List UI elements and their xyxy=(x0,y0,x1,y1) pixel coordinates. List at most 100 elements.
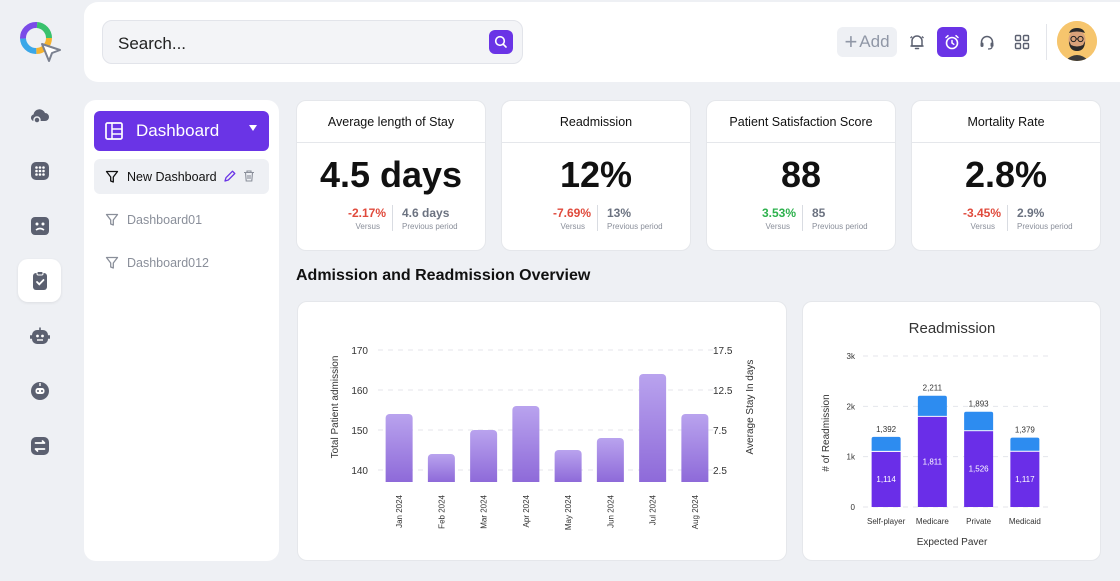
y-tick-label: 140 xyxy=(351,466,368,477)
kpi-previous-label: Previous period xyxy=(1017,222,1073,231)
trash-icon[interactable] xyxy=(242,169,256,183)
kpi-card-satisfaction: Patient Satisfaction Score 88 3.53% Vers… xyxy=(706,100,896,251)
y2-tick-label: 7.5 xyxy=(713,426,727,437)
rail-clipboard[interactable] xyxy=(18,259,61,302)
dashboard-dropdown[interactable]: Dashboard xyxy=(94,111,269,151)
y-axis-label: Total Patient admission xyxy=(330,356,341,459)
total-value-label: 1,379 xyxy=(1015,426,1036,435)
admission-bar xyxy=(470,430,498,482)
top-bar: Search... + Add xyxy=(84,2,1120,82)
bell-icon xyxy=(910,35,924,50)
alarm-clock-icon xyxy=(945,34,959,50)
kpi-card-readmission: Readmission 12% -7.69% Versus 13% Previo… xyxy=(501,100,691,251)
kpi-divider xyxy=(597,205,598,231)
kpi-change: -2.17% xyxy=(347,206,386,220)
notifications-button[interactable] xyxy=(902,27,932,57)
y-tick-label: 150 xyxy=(351,426,368,437)
readmission-chart-card: Readmission 0 1k 2k 3k 1,114 1,392 Self-player 1… xyxy=(802,301,1101,561)
layout-icon xyxy=(105,122,123,140)
admission-bar xyxy=(385,414,413,482)
y-tick-label: 1k xyxy=(847,453,856,462)
x-axis-label: Expected Paver xyxy=(917,537,988,548)
apps-button[interactable] xyxy=(1007,27,1037,57)
kpi-card-avg-stay: Average length of Stay 4.5 days -2.17% V… xyxy=(296,100,486,251)
x-tick-label: Aug 2024 xyxy=(691,494,700,529)
search-box[interactable]: Search... xyxy=(102,20,523,64)
rail-robot[interactable] xyxy=(18,314,61,357)
avatar[interactable] xyxy=(1057,21,1097,61)
kpi-versus-label: Versus xyxy=(970,222,995,231)
kpi-card-mortality: Mortality Rate 2.8% -3.45% Versus 2.9% P… xyxy=(911,100,1101,251)
kpi-divider xyxy=(802,205,803,231)
sidebar-item-dashboard012[interactable]: Dashboard012 xyxy=(94,245,269,280)
kpi-change: -3.45% xyxy=(962,206,1001,220)
sidebar-item-label: New Dashboard xyxy=(127,169,217,184)
rail-face-board[interactable] xyxy=(18,204,61,247)
edit-icon[interactable] xyxy=(223,169,237,183)
x-tick-label: May 2024 xyxy=(564,494,573,530)
admission-bar xyxy=(512,406,540,482)
dashboard-sidebar: Dashboard New Dashboard Dashboard01 Dash… xyxy=(84,100,279,561)
kpi-title: Average length of Stay xyxy=(297,101,485,143)
kpi-value: 12% xyxy=(559,154,633,195)
segment-value-label: 1,526 xyxy=(969,465,990,474)
y-tick-label: 160 xyxy=(351,386,368,397)
rail-grid[interactable] xyxy=(18,149,61,192)
chevron-down-icon xyxy=(249,125,257,131)
y-tick-label: 0 xyxy=(851,503,856,512)
y2-tick-label: 2.5 xyxy=(713,466,727,477)
bot-chat-icon xyxy=(30,381,49,400)
kpi-versus-label: Versus xyxy=(765,222,790,231)
readmission-bar-bottom xyxy=(871,451,901,507)
rail-bot-chat[interactable] xyxy=(18,369,61,412)
kpi-divider xyxy=(1007,205,1008,231)
support-button[interactable] xyxy=(972,27,1002,57)
readmission-bar-bottom xyxy=(1010,451,1040,507)
kpi-change: -7.69% xyxy=(552,206,591,220)
x-tick-label: Jun 2024 xyxy=(606,494,615,527)
sidebar-item-new-dashboard[interactable]: New Dashboard xyxy=(94,159,269,194)
total-value-label: 2,211 xyxy=(923,384,943,393)
segment-value-label: 1,114 xyxy=(876,475,896,484)
search-button[interactable] xyxy=(489,30,513,54)
kpi-value: 2.8% xyxy=(964,154,1048,195)
y-tick-label: 170 xyxy=(351,346,368,357)
search-input[interactable]: Search... xyxy=(118,34,187,53)
y2-tick-label: 12.5 xyxy=(713,386,733,397)
x-tick-label: Jan 2024 xyxy=(395,494,404,527)
kpi-title: Mortality Rate xyxy=(912,101,1100,143)
app-logo[interactable] xyxy=(16,18,62,64)
x-tick-label: Mar 2024 xyxy=(480,494,489,528)
add-button-label: Add xyxy=(859,32,890,51)
kpi-previous-label: Previous period xyxy=(402,222,458,231)
total-value-label: 1,392 xyxy=(876,425,897,434)
add-button[interactable]: + Add xyxy=(837,27,897,57)
sidebar-item-dashboard01[interactable]: Dashboard01 xyxy=(94,202,269,237)
kpi-previous-value: 85 xyxy=(812,206,826,220)
robot-face-icon xyxy=(29,327,50,344)
section-title: Admission and Readmission Overview xyxy=(296,267,591,284)
search-icon xyxy=(494,35,507,48)
readmission-chart: Readmission 0 1k 2k 3k 1,114 1,392 Self-player 1… xyxy=(821,320,1048,548)
workflow-icon xyxy=(30,436,49,455)
kpi-title: Patient Satisfaction Score xyxy=(707,101,895,143)
kpi-previous-value: 13% xyxy=(607,206,632,220)
rail-workflow[interactable] xyxy=(18,424,61,467)
admission-bar xyxy=(554,450,582,482)
x-tick-label: Self-player xyxy=(867,517,906,526)
alarm-button[interactable] xyxy=(937,27,967,57)
user-avatar-icon xyxy=(1057,21,1097,61)
topbar-divider xyxy=(1046,24,1047,60)
y-axis-label: # of Readmission xyxy=(821,394,832,471)
sidebar-item-label: Dashboard01 xyxy=(127,212,203,227)
apps-grid-icon xyxy=(1014,34,1030,50)
readmission-bar-top xyxy=(964,411,994,431)
funnel-icon xyxy=(105,213,119,226)
rail-cloud[interactable] xyxy=(18,93,61,136)
kpi-value: 4.5 days xyxy=(319,154,463,195)
cloud-icon xyxy=(30,108,49,124)
kpi-change: 3.53% xyxy=(761,206,796,220)
headset-icon xyxy=(980,35,994,50)
admission-bar xyxy=(427,454,455,482)
nav-rail xyxy=(0,0,78,581)
